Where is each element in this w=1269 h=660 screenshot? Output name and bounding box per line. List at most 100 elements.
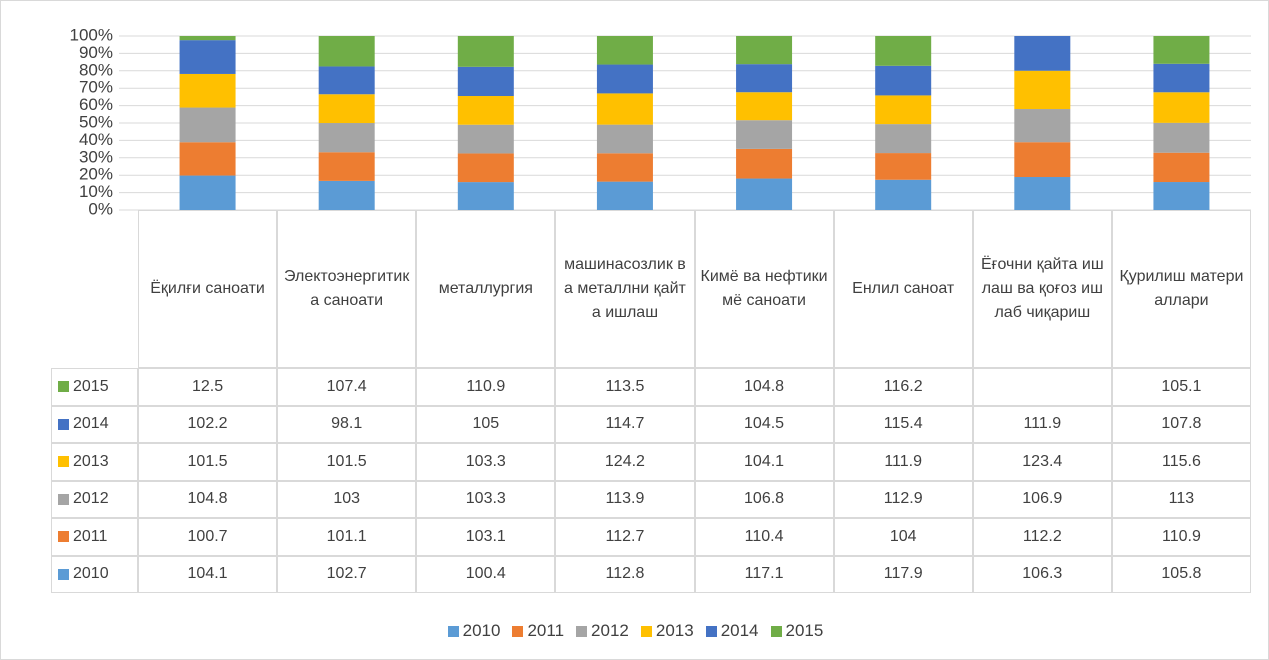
table-cell: 111.9 (972, 405, 1112, 443)
table-cell: 106.9 (972, 480, 1112, 518)
bar-segment (1014, 70, 1071, 110)
table-cell: 123.4 (972, 443, 1112, 481)
table-cell: 104.1 (694, 443, 834, 481)
legend-label: 2014 (720, 621, 759, 640)
bar-segment (318, 94, 375, 124)
bar-segment (596, 124, 653, 154)
bar-segment (1153, 63, 1210, 93)
bar-segment (596, 93, 653, 125)
bar-segment (1153, 152, 1210, 183)
table-cell: 117.1 (694, 555, 834, 593)
bar-segment (318, 36, 375, 67)
legend-item: 2010 (447, 621, 501, 641)
table-cell: 105.1 (1111, 368, 1251, 406)
table-cell: 115.4 (833, 405, 973, 443)
legend-label: 2012 (591, 621, 629, 640)
legend-swatch (705, 625, 717, 637)
bar-segment (1014, 36, 1071, 71)
table-cell: 112.9 (833, 480, 973, 518)
table-cell: 101.5 (138, 443, 278, 481)
table-cell: 105.8 (1111, 555, 1251, 593)
table-cell: 102.7 (277, 555, 417, 593)
y-tick-label: 90% (79, 43, 113, 62)
legend-label: 2013 (655, 621, 694, 640)
bar-segment (596, 36, 653, 65)
table-cell: 124.2 (555, 443, 695, 481)
category-header: Ёғочни қайта ишлаш ва қоғоз ишлаб чиқари… (972, 210, 1112, 368)
bar-segment (179, 40, 236, 74)
legend-item: 2011 (512, 621, 564, 641)
table-cell: 104.8 (694, 368, 834, 406)
bar-segment (596, 153, 653, 182)
bar-segment (179, 73, 236, 108)
y-tick-label: 60% (79, 95, 113, 114)
bar-segment (457, 124, 514, 154)
table-cell: 106.8 (694, 480, 834, 518)
table-cell: 102.2 (138, 405, 278, 443)
table-cell: 101.5 (277, 443, 417, 481)
legend-swatch (512, 625, 524, 637)
bar-segment (736, 178, 793, 210)
table-cell: 117.9 (833, 555, 973, 593)
legend-item: 2015 (770, 621, 824, 641)
y-tick-label: 40% (79, 130, 113, 149)
y-tick-label: 100% (70, 25, 113, 44)
bar-segment (736, 64, 793, 93)
bar-segment (1153, 182, 1210, 210)
table-cell: 104.1 (138, 555, 278, 593)
category-header: металлургия (416, 210, 556, 368)
bar-segment (457, 182, 514, 210)
legend-swatch (770, 625, 782, 637)
bar-segment (179, 142, 236, 176)
y-tick-label: 10% (79, 182, 113, 201)
legend-swatch (640, 625, 652, 637)
legend-swatch (58, 381, 69, 393)
row-label: 2010 (73, 565, 109, 583)
category-header: Ёқилғи саноати (138, 210, 278, 368)
table-cell: 98.1 (277, 405, 417, 443)
table-cell: 100.4 (416, 555, 556, 593)
bar-segment (1014, 142, 1071, 178)
bar-segment (736, 120, 793, 149)
bar-segment (1153, 36, 1210, 64)
bar-segment (457, 96, 514, 125)
table-cell: 100.7 (138, 518, 278, 556)
legend-swatch (58, 568, 69, 580)
table-cell: 12.5 (138, 368, 278, 406)
legend-swatch (58, 531, 69, 543)
table-cell: 106.3 (972, 555, 1112, 593)
table-cell: 116.2 (833, 368, 973, 406)
table-cell: 112.7 (555, 518, 695, 556)
legend-label: 2011 (527, 621, 565, 640)
table-cell: 113.5 (555, 368, 695, 406)
row-label: 2015 (73, 377, 109, 395)
table-cell: 107.4 (277, 368, 417, 406)
bar-segment (875, 124, 932, 154)
table-cell: 105 (416, 405, 556, 443)
table-cell: 110.9 (1111, 518, 1251, 556)
category-header: машинасозлик ва металлни қайта ишлаш (555, 210, 695, 368)
table-cell: 101.1 (277, 518, 417, 556)
legend-swatch (58, 456, 69, 468)
table-cell: 103.3 (416, 443, 556, 481)
legend-label: 2015 (785, 621, 824, 640)
bar-segment (1153, 92, 1210, 123)
legend-label: 2010 (462, 621, 501, 640)
table-cell: 113.9 (555, 480, 695, 518)
bar-segment (318, 66, 375, 95)
bar-segment (875, 36, 932, 66)
table-cell: 115.6 (1111, 443, 1251, 481)
y-tick-label: 80% (79, 60, 113, 79)
row-label: 2014 (73, 415, 109, 433)
bar-segment (1153, 122, 1210, 153)
bar-segment (1014, 177, 1071, 210)
bar-segment (596, 181, 653, 210)
row-label: 2012 (73, 490, 109, 508)
legend: 2010 2011 2012 2013 2014 2015 (1, 621, 1268, 641)
row-label: 2013 (73, 452, 109, 470)
legend-swatch (447, 625, 459, 637)
table-row-key: 2010 (51, 555, 138, 593)
table-row-key: 2015 (51, 368, 138, 406)
table-cell: 112.8 (555, 555, 695, 593)
